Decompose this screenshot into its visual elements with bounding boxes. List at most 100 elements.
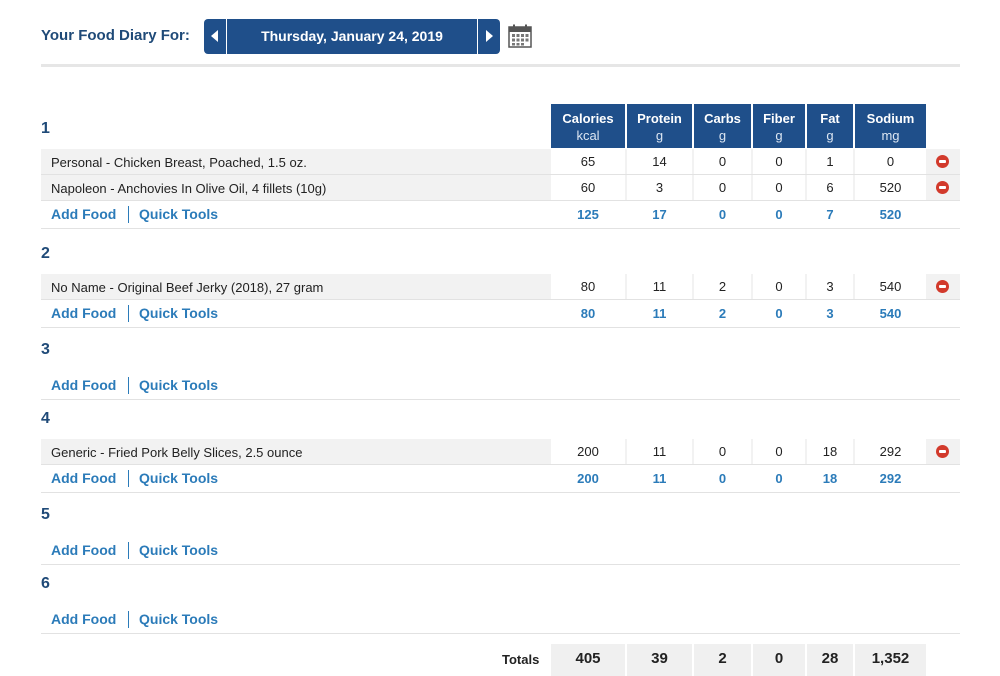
meal-divider bbox=[41, 327, 960, 328]
meal-actions-row: Add Food Quick Tools 125 17 0 0 7 520 bbox=[41, 201, 960, 227]
meal-divider bbox=[41, 228, 960, 229]
caret-right-icon bbox=[486, 30, 493, 42]
nutrient-value: 540 bbox=[855, 274, 926, 299]
meal-total-value: 292 bbox=[879, 471, 902, 486]
column-unit: mg bbox=[881, 128, 900, 143]
nutrient-value: 0 bbox=[753, 175, 805, 200]
food-row[interactable]: Personal - Chicken Breast, Poached, 1.5 … bbox=[41, 149, 960, 175]
date-navigator: Thursday, January 24, 2019 bbox=[204, 19, 500, 54]
header-divider bbox=[41, 64, 960, 67]
meal-total-value: 3 bbox=[826, 306, 834, 321]
nutrient-value: 2 bbox=[694, 274, 751, 299]
remove-icon[interactable] bbox=[936, 155, 949, 168]
page-title: Your Food Diary For: bbox=[41, 27, 190, 44]
meal-total-value: 18 bbox=[822, 471, 838, 486]
meal-divider bbox=[41, 399, 960, 400]
food-row[interactable]: Generic - Fried Pork Belly Slices, 2.5 o… bbox=[41, 439, 960, 465]
nutrient-value: 0 bbox=[694, 149, 751, 174]
add-food-link[interactable]: Add Food bbox=[51, 305, 117, 321]
meal-actions-row: Add Food Quick Tools bbox=[41, 606, 960, 632]
food-name[interactable]: Personal - Chicken Breast, Poached, 1.5 … bbox=[51, 155, 307, 170]
column-unit: g bbox=[655, 128, 664, 143]
column-header-calories: Calories kcal bbox=[551, 104, 625, 148]
link-separator bbox=[128, 377, 129, 394]
meal-total-value: 0 bbox=[718, 207, 727, 222]
nutrient-value: 60 bbox=[551, 175, 625, 200]
meal-total-value: 17 bbox=[652, 207, 667, 222]
meal-total-value: 11 bbox=[652, 471, 667, 486]
food-name[interactable]: No Name - Original Beef Jerky (2018), 27… bbox=[51, 280, 324, 295]
meal-actions-row: Add Food Quick Tools bbox=[41, 537, 960, 563]
add-food-link[interactable]: Add Food bbox=[51, 470, 117, 486]
meal-divider bbox=[41, 492, 960, 493]
meal-total-value: 80 bbox=[580, 306, 596, 321]
meal-title: 5 bbox=[41, 506, 50, 523]
remove-icon[interactable] bbox=[936, 445, 949, 458]
link-separator bbox=[128, 470, 129, 487]
add-food-link[interactable]: Add Food bbox=[51, 377, 117, 393]
nutrient-value: 6 bbox=[807, 175, 853, 200]
nutrient-value: 3 bbox=[627, 175, 692, 200]
column-label: Sodium bbox=[866, 111, 915, 126]
nutrient-value: 3 bbox=[807, 274, 853, 299]
food-name[interactable]: Napoleon - Anchovies In Olive Oil, 4 fil… bbox=[51, 181, 327, 196]
meal-total-value: 0 bbox=[775, 471, 783, 486]
meal-total-value: 520 bbox=[879, 207, 902, 222]
meal-total-value: 540 bbox=[879, 306, 902, 321]
food-row[interactable]: No Name - Original Beef Jerky (2018), 27… bbox=[41, 274, 960, 300]
column-unit: kcal bbox=[576, 128, 600, 143]
meal-total-value: 7 bbox=[826, 207, 834, 222]
meal-total-value: 125 bbox=[577, 207, 599, 222]
grand-total-value: 28 bbox=[807, 644, 853, 676]
column-label: Fat bbox=[820, 111, 840, 126]
link-separator bbox=[128, 305, 129, 322]
nutrient-value: 0 bbox=[855, 149, 926, 174]
quick-tools-link[interactable]: Quick Tools bbox=[139, 206, 219, 222]
link-separator bbox=[128, 206, 129, 223]
quick-tools-link[interactable]: Quick Tools bbox=[139, 611, 219, 627]
grand-total-value: 2 bbox=[694, 644, 751, 676]
nutrient-value: 200 bbox=[551, 439, 625, 464]
column-unit: g bbox=[775, 128, 783, 143]
food-name[interactable]: Generic - Fried Pork Belly Slices, 2.5 o… bbox=[51, 445, 303, 460]
link-separator bbox=[128, 542, 129, 559]
quick-tools-link[interactable]: Quick Tools bbox=[139, 542, 219, 558]
caret-left-icon bbox=[211, 30, 218, 42]
meal-total-value: 0 bbox=[718, 471, 727, 486]
nutrient-value: 65 bbox=[551, 149, 625, 174]
quick-tools-link[interactable]: Quick Tools bbox=[139, 470, 219, 486]
meal-total-value: 11 bbox=[652, 306, 667, 321]
nutrient-value: 0 bbox=[694, 175, 751, 200]
meal-total-value: 0 bbox=[775, 306, 783, 321]
quick-tools-link[interactable]: Quick Tools bbox=[139, 377, 219, 393]
remove-icon[interactable] bbox=[936, 280, 949, 293]
column-header-sodium: Sodium mg bbox=[855, 104, 926, 148]
link-separator bbox=[128, 611, 129, 628]
meal-actions-row: Add Food Quick Tools bbox=[41, 372, 960, 398]
add-food-link[interactable]: Add Food bbox=[51, 542, 117, 558]
current-date[interactable]: Thursday, January 24, 2019 bbox=[261, 28, 443, 44]
nutrient-value: 0 bbox=[753, 149, 805, 174]
food-row[interactable]: Napoleon - Anchovies In Olive Oil, 4 fil… bbox=[41, 175, 960, 201]
next-day-button[interactable] bbox=[477, 19, 500, 54]
column-label: Fiber bbox=[763, 111, 795, 126]
meal-divider bbox=[41, 564, 960, 565]
add-food-link[interactable]: Add Food bbox=[51, 206, 117, 222]
column-header-fiber: Fiber g bbox=[753, 104, 805, 148]
nutrient-value: 0 bbox=[694, 439, 751, 464]
previous-day-button[interactable] bbox=[204, 19, 227, 54]
nutrient-value: 80 bbox=[551, 274, 625, 299]
add-food-link[interactable]: Add Food bbox=[51, 611, 117, 627]
meal-actions-row: Add Food Quick Tools 200 11 0 0 18 292 bbox=[41, 465, 960, 491]
remove-icon[interactable] bbox=[936, 181, 949, 194]
quick-tools-link[interactable]: Quick Tools bbox=[139, 305, 219, 321]
column-label: Protein bbox=[637, 111, 682, 126]
column-header-carbs: Carbs g bbox=[694, 104, 751, 148]
meal-divider bbox=[41, 633, 960, 634]
nutrient-value: 520 bbox=[855, 175, 926, 200]
column-header-fat: Fat g bbox=[807, 104, 853, 148]
calendar-icon[interactable] bbox=[508, 24, 532, 48]
meal-actions-row: Add Food Quick Tools 80 11 2 0 3 540 bbox=[41, 300, 960, 326]
nutrient-value: 11 bbox=[627, 274, 692, 299]
nutrient-value: 292 bbox=[855, 439, 926, 464]
